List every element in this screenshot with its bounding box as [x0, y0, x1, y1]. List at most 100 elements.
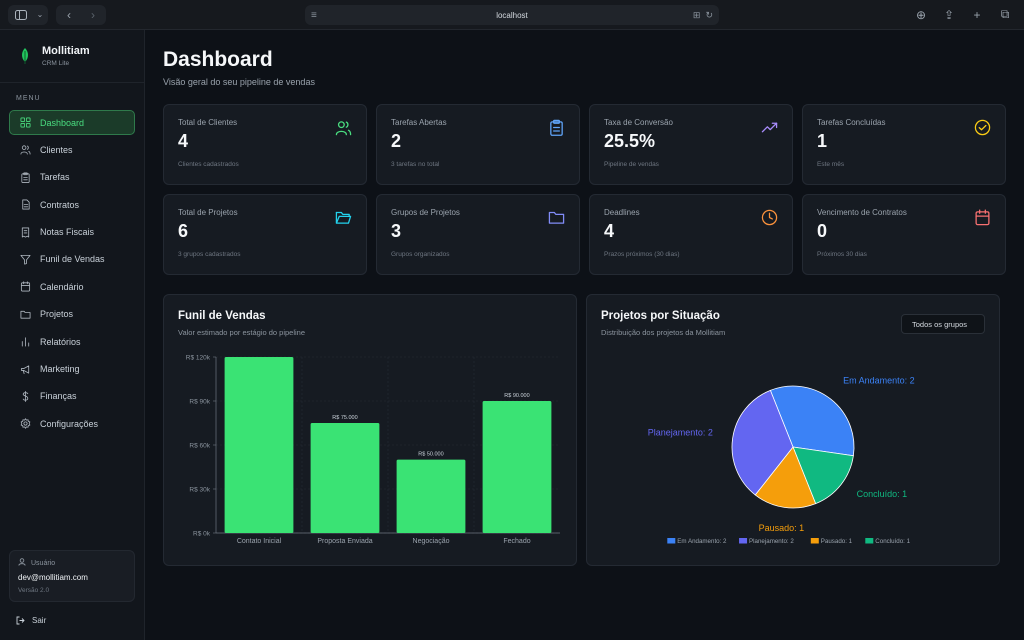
x-tick-label: Proposta Enviada	[317, 538, 372, 545]
new-tab-icon[interactable]: +	[973, 7, 981, 22]
y-tick-label: R$ 30k	[189, 487, 210, 494]
sidebar-item-funil-de-vendas[interactable]: Funil de Vendas	[9, 247, 135, 272]
sidebar-item-notas-fiscais[interactable]: Notas Fiscais	[9, 220, 135, 245]
funnel-panel: Funil de Vendas Valor estimado por estág…	[163, 294, 577, 566]
sidebar-item-label: Projetos	[40, 309, 74, 320]
sidebar-item-label: Clientes	[40, 144, 73, 155]
group-filter-select[interactable]: Todos os grupos	[901, 314, 985, 334]
stat-subtext: Grupos organizados	[391, 251, 450, 258]
funnel-bar[interactable]	[482, 401, 552, 533]
grid-icon	[19, 117, 31, 129]
sidebar-toggle-icon[interactable]	[10, 5, 32, 25]
pie-slice-label: Pausado: 1	[759, 523, 805, 533]
legend-swatch	[865, 538, 874, 544]
folder-icon	[19, 308, 31, 320]
sidebar-item-relatorios[interactable]: Relatórios	[9, 329, 135, 354]
users-icon	[335, 119, 352, 136]
stat-card: Vencimento de Contratos 0 Próximos 30 dias	[802, 194, 1006, 275]
sidebar-item-marketing[interactable]: Marketing	[9, 357, 135, 382]
sidebar-item-contratos[interactable]: Contratos	[9, 192, 135, 217]
projects-pie-chart: Em Andamento: 2 Concluído: 1 Pausado: 1 Pla…	[648, 375, 915, 545]
sidebar-item-label: Marketing	[40, 364, 80, 375]
funnel-bar[interactable]	[310, 423, 380, 533]
legend-swatch	[667, 538, 676, 544]
download-icon[interactable]: ⊕	[915, 7, 927, 22]
brand[interactable]: Mollitiam CRM Lite	[0, 30, 144, 83]
stat-value: 0	[817, 221, 828, 241]
sidebar-item-label: Funil de Vendas	[40, 254, 105, 265]
translate-icon[interactable]: ⊞	[692, 9, 701, 20]
stat-subtext: Pipeline de vendas	[604, 161, 659, 168]
legend-item[interactable]: Planejamento: 2	[749, 538, 794, 545]
reload-icon[interactable]: ↻	[705, 9, 713, 20]
sidebar-item-projetos[interactable]: Projetos	[9, 302, 135, 327]
funnel-title: Funil de Vendas	[178, 310, 266, 322]
sidebar-item-label: Calendário	[40, 281, 84, 292]
back-icon[interactable]: ‹	[67, 7, 71, 22]
page-menu-icon[interactable]: ≡	[311, 9, 317, 21]
stat-value: 4	[178, 131, 189, 151]
stat-value: 1	[817, 131, 828, 151]
sidebar-item-label: Tarefas	[40, 172, 70, 183]
stat-value: 2	[391, 131, 402, 151]
sidebar-nav: Dashboard Clientes Tarefas Contratos Notas F…	[0, 110, 144, 436]
pie-slice[interactable]	[769, 385, 855, 457]
app-version: Versão 2.0	[18, 587, 50, 594]
calendar-icon	[19, 281, 31, 293]
sidebar-item-calendario[interactable]: Calendário	[9, 274, 135, 299]
sidebar-item-label: Finanças	[40, 391, 77, 402]
tabs-overview-icon[interactable]: ⧉	[1000, 7, 1010, 21]
user-label: Usuário	[31, 559, 56, 567]
megaphone-icon	[19, 363, 31, 375]
chevron-down-icon[interactable]: ⌄	[36, 10, 44, 19]
user-card: Usuário dev@mollitiam.com Versão 2.0	[9, 550, 135, 602]
stat-subtext: Clientes cadastrados	[178, 161, 239, 168]
funnel-bar[interactable]	[224, 357, 294, 533]
gear-icon	[19, 418, 31, 430]
legend-item[interactable]: Concluído: 1	[875, 538, 910, 545]
x-tick-label: Fechado	[503, 538, 530, 545]
stat-value: 4	[604, 221, 615, 241]
share-icon[interactable]: ⇪	[943, 7, 955, 22]
sidebar: Mollitiam CRM Lite MENU Dashboard Cliente…	[0, 30, 145, 640]
file-icon	[19, 199, 31, 211]
pie-slice-label: Planejamento: 2	[648, 427, 713, 437]
sidebar-item-clientes[interactable]: Clientes	[9, 137, 135, 162]
forward-icon[interactable]: ›	[91, 7, 95, 22]
legend-item[interactable]: Pausado: 1	[821, 538, 853, 545]
legend-swatch	[739, 538, 748, 544]
receipt-icon	[19, 226, 31, 238]
y-tick-label: R$ 90k	[189, 399, 210, 406]
projects-panel: Projetos por Situação Distribuição dos p…	[586, 294, 1000, 566]
stat-label: Grupos de Projetos	[391, 208, 460, 217]
sidebar-item-label: Contratos	[40, 199, 80, 210]
stat-label: Vencimento de Contratos	[817, 208, 907, 217]
logout-button[interactable]: Sair	[16, 616, 46, 625]
logout-label: Sair	[32, 616, 47, 625]
pie-slice[interactable]	[792, 446, 854, 505]
pie-slice[interactable]	[754, 446, 817, 509]
sidebar-item-label: Configurações	[40, 418, 99, 429]
y-tick-label: R$ 120k	[186, 355, 211, 362]
sidebar-item-dashboard[interactable]: Dashboard	[9, 110, 135, 135]
stat-card: Grupos de Projetos 3 Grupos organizados	[376, 194, 580, 275]
sidebar-item-tarefas[interactable]: Tarefas	[9, 165, 135, 190]
y-tick-label: R$ 60k	[189, 443, 210, 450]
stats-cards: Total de Clientes 4 Clientes cadastrados Ta…	[163, 104, 1006, 275]
stat-label: Deadlines	[604, 208, 640, 217]
pie-slice[interactable]	[731, 389, 794, 496]
stat-label: Taxa de Conversão	[604, 118, 673, 127]
filter-icon	[19, 253, 31, 265]
stat-label: Tarefas Concluídas	[817, 118, 886, 127]
clock-icon	[761, 209, 778, 226]
funnel-subtitle: Valor estimado por estágio do pipeline	[178, 328, 306, 337]
funnel-bar[interactable]	[396, 459, 466, 533]
sidebar-item-configuracoes[interactable]: Configurações	[9, 411, 135, 436]
trending-up-icon	[761, 119, 778, 136]
legend-item[interactable]: Em Andamento: 2	[677, 538, 727, 545]
address-bar[interactable]: ≡ localhost ⊞ ↻	[305, 5, 719, 25]
sidebar-item-financas[interactable]: Finanças	[9, 384, 135, 409]
stat-card: Taxa de Conversão 25.5% Pipeline de vendas	[589, 104, 793, 185]
funnel-bar-chart: R$ 0k R$ 30k R$ 60k R$ 90k R$ 120k Contato In…	[186, 355, 560, 545]
nav-buttons: ‹ ›	[56, 4, 106, 25]
